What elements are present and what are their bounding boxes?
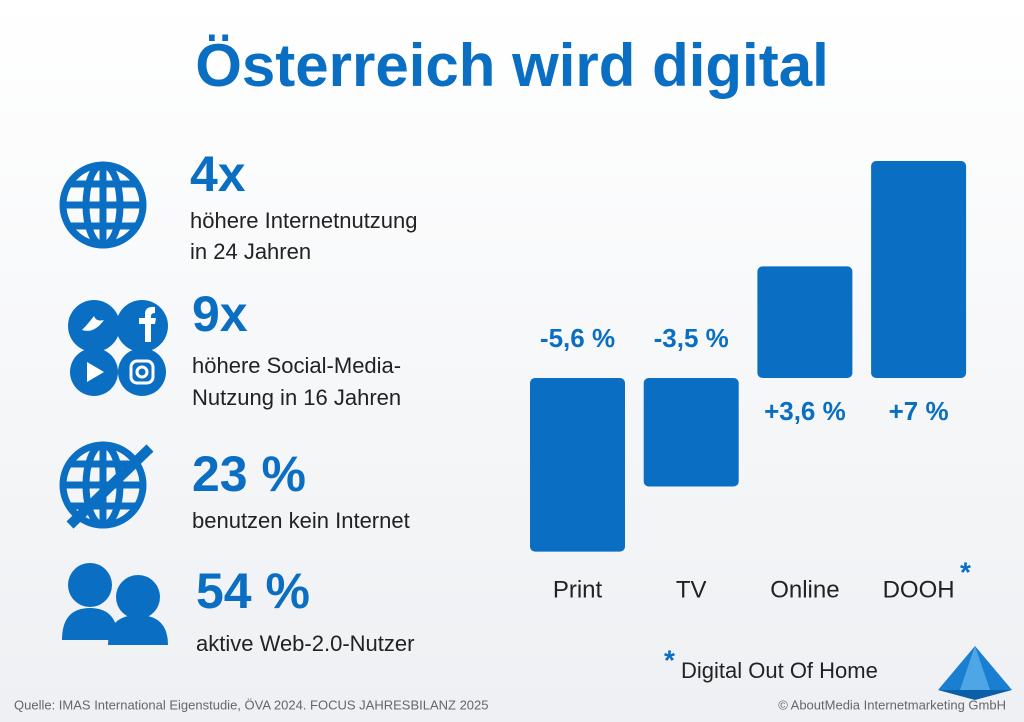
- copyright: © AboutMedia Internetmarketing GmbH: [778, 697, 1006, 712]
- stat-value: 9x: [192, 286, 248, 342]
- bar-chart: -5,6 % Print -3,5 % TV +3,6 % Online +7 % DOOH: [530, 161, 967, 603]
- stat-value: 54 %: [196, 563, 310, 619]
- value-label: -3,5 %: [654, 323, 729, 353]
- source: Quelle: IMAS International Eigenstudie, …: [14, 697, 489, 712]
- category-label: DOOH: [883, 576, 955, 603]
- stat-value: 4x: [190, 146, 246, 202]
- stat-description: höhere Internetnutzung: [190, 208, 418, 233]
- stat-description: benutzen kein Internet: [192, 508, 410, 533]
- category-label: Print: [553, 576, 603, 603]
- stat-description: Nutzung in 16 Jahren: [192, 385, 401, 410]
- stat-description: in 24 Jahren: [190, 239, 311, 264]
- title: Österreich wird digital: [195, 32, 829, 99]
- social-icon: [68, 300, 168, 396]
- users-icon: [62, 563, 168, 645]
- value-label: -5,6 %: [540, 323, 615, 353]
- category-label: TV: [676, 576, 707, 603]
- footnote-marker: *: [664, 644, 675, 675]
- value-label: +7 %: [889, 396, 949, 426]
- value-label: +3,6 %: [764, 396, 846, 426]
- stat-description: höhere Social-Media-: [192, 353, 401, 378]
- footnote-marker: *: [960, 556, 971, 587]
- no-internet-icon: [59, 441, 154, 529]
- globe-icon: [59, 161, 147, 249]
- category-label: Online: [770, 576, 839, 603]
- bar: [643, 378, 739, 487]
- footnote: Digital Out Of Home: [681, 658, 878, 683]
- bar: [757, 266, 853, 378]
- stat-value: 23 %: [192, 446, 306, 502]
- logo: [938, 646, 1012, 700]
- bar: [871, 161, 967, 378]
- stat-description: aktive Web-2.0-Nutzer: [196, 631, 414, 656]
- bar: [530, 378, 625, 552]
